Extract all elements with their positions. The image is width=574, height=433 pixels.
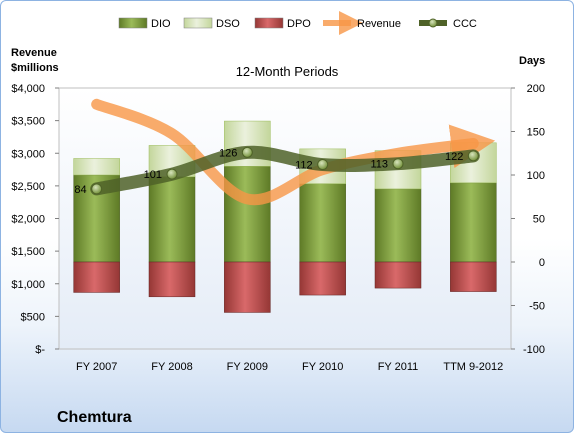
left-axis-title-line2: $millions xyxy=(11,62,59,74)
right-axis: -100 -50 0 50 100 150 200 xyxy=(511,83,545,356)
legend: DIO DSO DPO Revenue CCC xyxy=(118,11,477,35)
bar-dio xyxy=(224,166,271,263)
left-tick-label: $2,500 xyxy=(11,181,45,193)
ccc-data-label: 113 xyxy=(370,159,388,171)
bar-dio xyxy=(299,183,346,263)
ccc-series: 84 101 126 112 113 122 xyxy=(74,145,480,196)
ccc-data-label: 122 xyxy=(445,151,463,163)
revenue-series xyxy=(91,98,496,206)
left-axis: $- $500 $1,000 $1,500 $2,000 $2,500 $3,000 $3,5… xyxy=(11,83,59,356)
bar-dpo xyxy=(450,261,497,292)
bar-dpo xyxy=(148,261,196,298)
legend-label-dso: DSO xyxy=(216,18,240,30)
left-tick-label: $4,000 xyxy=(11,83,45,95)
x-axis: FY 2007 FY 2008 FY 2009 FY 2010 FY 2011 TTM 9… xyxy=(76,361,503,373)
ccc-data-label: 101 xyxy=(144,169,162,181)
left-tick-label: $- xyxy=(35,344,45,356)
bar-dio xyxy=(450,182,497,263)
chart-title: 12-Month Periods xyxy=(236,64,339,79)
legend-marker-ccc xyxy=(428,18,438,28)
bar-dpo xyxy=(73,261,120,293)
right-tick-label: -100 xyxy=(523,344,545,356)
left-tick-label: $500 xyxy=(21,311,45,323)
right-tick-label: 100 xyxy=(527,170,545,182)
right-tick-label: 200 xyxy=(527,83,545,95)
category-label: FY 2011 xyxy=(378,361,419,373)
right-tick-label: 50 xyxy=(533,214,545,226)
right-tick-label: 0 xyxy=(539,257,545,269)
left-tick-label: $1,500 xyxy=(11,246,45,258)
left-tick-label: $2,000 xyxy=(11,214,45,226)
ccc-point xyxy=(392,158,404,170)
ccc-data-label: 112 xyxy=(295,160,313,172)
bar-dpo xyxy=(374,261,422,289)
revenue-line xyxy=(91,98,496,206)
category-label: TTM 9-2012 xyxy=(443,361,503,373)
ccc-data-label: 84 xyxy=(74,184,86,196)
ccc-point xyxy=(467,150,479,162)
legend-label-dpo: DPO xyxy=(287,18,311,30)
legend-label-ccc: CCC xyxy=(453,18,477,30)
left-tick-label: $1,000 xyxy=(11,279,45,291)
legend-label-dio: DIO xyxy=(151,18,171,30)
right-axis-title: Days xyxy=(519,55,545,67)
category-label: FY 2009 xyxy=(227,361,268,373)
ccc-point xyxy=(317,159,329,171)
plot-area xyxy=(58,87,512,350)
ccc-point xyxy=(241,146,253,158)
bar-dso xyxy=(73,158,120,176)
bar-dpo xyxy=(299,261,346,296)
legend-swatch-dpo xyxy=(254,17,284,29)
bar-dio xyxy=(148,176,196,263)
ccc-point xyxy=(91,183,103,195)
left-tick-label: $3,000 xyxy=(11,148,45,160)
company-name: Chemtura xyxy=(57,409,132,426)
left-tick-label: $3,500 xyxy=(11,116,45,128)
category-label: FY 2008 xyxy=(151,361,192,373)
ccc-data-label: 126 xyxy=(219,147,237,159)
ccc-line xyxy=(90,145,480,196)
legend-label-revenue: Revenue xyxy=(357,18,401,30)
right-tick-label: -50 xyxy=(529,301,545,313)
legend-swatch-dio xyxy=(118,17,148,29)
category-label: FY 2007 xyxy=(76,361,117,373)
ccc-point xyxy=(166,168,178,180)
bar-dio xyxy=(374,188,422,263)
right-tick-label: 150 xyxy=(527,127,545,139)
bar-dpo xyxy=(224,261,271,313)
left-axis-title-line1: Revenue xyxy=(11,47,57,59)
category-label: FY 2010 xyxy=(302,361,343,373)
legend-swatch-dso xyxy=(183,17,213,29)
